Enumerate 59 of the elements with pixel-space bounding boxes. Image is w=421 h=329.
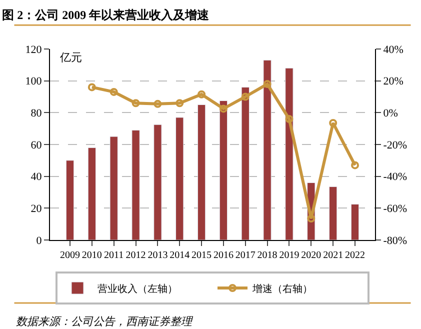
- x-tick-label: 2015: [192, 250, 212, 261]
- bar: [197, 104, 206, 240]
- y-tick-label: 60: [30, 139, 42, 152]
- y-tick-label: 80: [30, 108, 42, 120]
- point: [241, 92, 250, 101]
- bar: [66, 160, 74, 240]
- y-tick-label: 120: [25, 44, 42, 56]
- bar: [154, 124, 162, 240]
- chart-title: 图 2：公司 2009 年以来营业收入及增速: [2, 8, 210, 22]
- x-tick-label: 2020: [301, 250, 322, 261]
- point: [219, 104, 228, 113]
- point: [307, 214, 316, 223]
- x-tick-label: 2017: [235, 250, 256, 261]
- bar: [263, 60, 272, 240]
- y2-tick-label: 0%: [383, 108, 398, 120]
- point: [198, 90, 206, 98]
- bar: [176, 117, 184, 240]
- bar: [285, 68, 294, 240]
- y-tick-label: 0: [36, 234, 42, 247]
- point: [132, 99, 140, 108]
- x-tick-label: 2019: [279, 250, 300, 261]
- bar: [241, 86, 250, 240]
- point: [263, 80, 272, 88]
- x-tick-label: 2021: [323, 250, 344, 261]
- point: [351, 161, 359, 170]
- x-tick-label: 2022: [345, 250, 365, 261]
- point: [329, 119, 338, 128]
- bar: [328, 186, 338, 240]
- point: [154, 100, 162, 108]
- annotation: 亿元: [59, 52, 82, 64]
- y2-tick-label: 20%: [383, 76, 404, 88]
- y2-tick-label: 40%: [383, 44, 404, 56]
- bar: [350, 204, 360, 240]
- legend-label: 增速（右轴）: [252, 282, 312, 295]
- y-tick-label: 40: [30, 171, 42, 184]
- bar: [219, 100, 228, 240]
- y-tick-label: 100: [25, 76, 42, 88]
- y-tick-label: 20: [30, 203, 42, 216]
- y2-tick-label: -40%: [383, 171, 408, 184]
- x-tick-label: 2012: [126, 250, 146, 261]
- x-tick-label: 2014: [170, 250, 190, 261]
- x-tick-label: 2018: [257, 250, 278, 261]
- point: [110, 88, 118, 96]
- x-tick-label: 2010: [82, 250, 102, 261]
- source-note: 数据来源：公司公告，西南证券整理: [16, 315, 194, 328]
- x-tick-label: 2011: [104, 250, 124, 261]
- bar: [132, 130, 140, 240]
- point: [285, 115, 294, 124]
- y2-tick-label: -20%: [383, 139, 408, 152]
- point: [88, 83, 96, 92]
- bar: [110, 136, 118, 240]
- x-tick-label: 2016: [213, 250, 234, 261]
- x-tick-label: 2009: [60, 250, 80, 261]
- y2-tick-label: -60%: [383, 203, 408, 216]
- point: [176, 99, 184, 108]
- bar: [88, 147, 96, 240]
- y2-tick-label: -80%: [383, 234, 408, 247]
- legend-label: 营业收入（左轴）: [98, 282, 178, 295]
- x-tick-label: 2013: [148, 250, 168, 261]
